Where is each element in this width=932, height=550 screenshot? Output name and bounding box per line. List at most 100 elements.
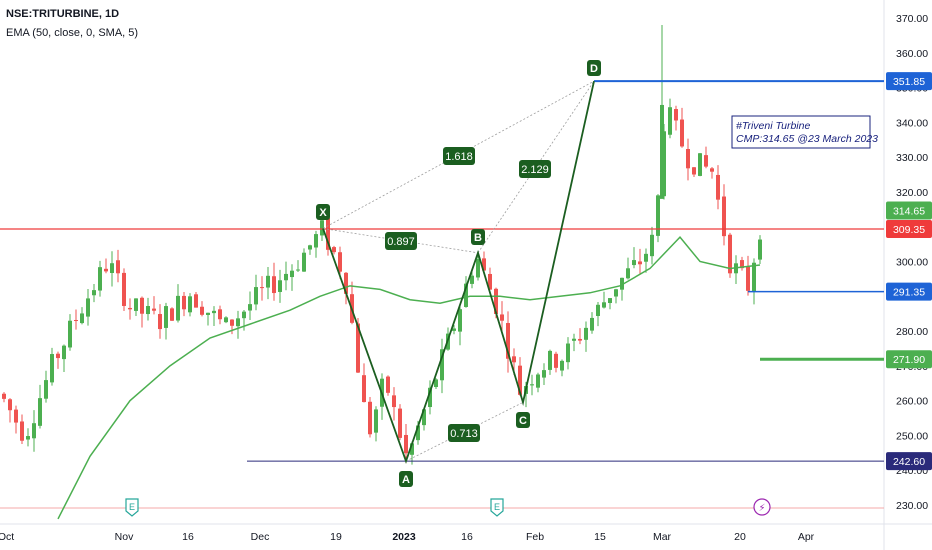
candle-body bbox=[660, 104, 664, 199]
time-tick-label: 16 bbox=[461, 531, 473, 543]
candle-body bbox=[56, 353, 60, 359]
pattern-ratio-badge bbox=[443, 147, 475, 165]
pattern-ratio-badge bbox=[519, 160, 551, 178]
price-label-text: 314.65 bbox=[893, 206, 925, 218]
candle-body bbox=[38, 398, 42, 426]
pattern-point-badge bbox=[316, 204, 330, 220]
candle-body bbox=[2, 393, 6, 399]
pattern-ratio-guide bbox=[477, 80, 595, 254]
candle-body bbox=[542, 370, 546, 378]
candle-body bbox=[500, 314, 504, 321]
price-tick-label: 360.00 bbox=[896, 48, 928, 60]
pattern-ratio-badge bbox=[448, 424, 480, 442]
candle-body bbox=[590, 317, 594, 331]
candle-body bbox=[512, 356, 516, 363]
pattern-ratio-badge bbox=[385, 232, 417, 250]
candle-body bbox=[338, 252, 342, 272]
candle-body bbox=[686, 148, 690, 169]
candle-body bbox=[440, 349, 444, 381]
flash-event-marker bbox=[753, 498, 771, 516]
candle-body bbox=[710, 168, 714, 172]
candle-body bbox=[650, 234, 654, 257]
candle-body bbox=[164, 306, 168, 328]
candle-body bbox=[746, 266, 750, 291]
candle-body bbox=[518, 365, 522, 395]
candle-body bbox=[494, 288, 498, 314]
pattern-ratio-label: 0.713 bbox=[450, 428, 478, 440]
time-tick-label: Mar bbox=[653, 531, 672, 543]
candle-body bbox=[80, 313, 84, 324]
candle-body bbox=[434, 379, 438, 387]
price-tick-label: 260.00 bbox=[896, 396, 928, 408]
candle-body bbox=[230, 319, 234, 326]
pattern-point-label: D bbox=[590, 63, 598, 75]
candle-body bbox=[128, 307, 132, 310]
candle-body bbox=[146, 306, 150, 315]
candle-body bbox=[302, 252, 306, 272]
candle-body bbox=[698, 153, 702, 176]
candle-body bbox=[212, 310, 216, 314]
candle-body bbox=[392, 395, 396, 408]
candle-body bbox=[620, 277, 624, 290]
price-label-badge bbox=[886, 72, 932, 91]
time-tick-label: Feb bbox=[526, 531, 544, 543]
candle-body bbox=[482, 258, 486, 271]
candle-body bbox=[8, 399, 12, 411]
time-tick-label: 2023 bbox=[392, 531, 416, 543]
candle-body bbox=[236, 318, 240, 327]
candle-body bbox=[656, 195, 660, 236]
candle-body bbox=[536, 374, 540, 388]
candle-body bbox=[188, 296, 192, 313]
candle-body bbox=[614, 289, 618, 297]
candle-body bbox=[416, 425, 420, 441]
candle-body bbox=[20, 421, 24, 441]
candle-body bbox=[248, 304, 252, 311]
candle-body bbox=[98, 267, 102, 291]
earnings-marker-label: E bbox=[129, 502, 135, 512]
candle-body bbox=[752, 262, 756, 292]
price-label-badge bbox=[886, 350, 932, 369]
price-tick-label: 370.00 bbox=[896, 13, 928, 25]
candle-body bbox=[584, 327, 588, 340]
price-tick-label: 330.00 bbox=[896, 152, 928, 164]
candle-body bbox=[200, 306, 204, 315]
price-label-text: 309.35 bbox=[893, 224, 925, 236]
time-tick-label: 16 bbox=[182, 531, 194, 543]
candle-body bbox=[272, 276, 276, 294]
price-label-text: 291.35 bbox=[893, 287, 925, 299]
earnings-marker bbox=[125, 498, 139, 517]
candle-body bbox=[470, 275, 474, 284]
candle-body bbox=[134, 298, 138, 311]
annotation-line-2: CMP:314.65 @23 March 2023 bbox=[736, 133, 878, 145]
price-label-text: 351.85 bbox=[893, 76, 925, 88]
price-label-badge bbox=[886, 452, 932, 471]
candle-body bbox=[182, 295, 186, 310]
candle-body bbox=[224, 317, 228, 323]
pattern-point-badge bbox=[399, 471, 413, 487]
candle-body bbox=[530, 384, 534, 386]
candle-body bbox=[278, 280, 282, 292]
candle-body bbox=[404, 434, 408, 454]
candle-body bbox=[50, 354, 54, 383]
price-label-text: 271.90 bbox=[893, 354, 925, 366]
candle-body bbox=[92, 290, 96, 296]
candle-body bbox=[716, 174, 720, 200]
pattern-point-label: B bbox=[474, 232, 482, 244]
candle-body bbox=[254, 287, 258, 305]
candle-body bbox=[602, 302, 606, 308]
candle-body bbox=[644, 253, 648, 262]
candle-body bbox=[242, 311, 246, 319]
candle-body bbox=[428, 387, 432, 408]
time-tick-label: Nov bbox=[115, 531, 134, 543]
pattern-point-label: C bbox=[519, 415, 527, 427]
candle-body bbox=[314, 234, 318, 248]
pattern-point-label: A bbox=[402, 474, 410, 486]
flash-event-icon: ⚡ bbox=[758, 503, 765, 514]
candle-body bbox=[386, 376, 390, 393]
candle-body bbox=[632, 260, 636, 266]
price-label-badge bbox=[886, 201, 932, 220]
earnings-marker-label: E bbox=[494, 502, 500, 512]
candle-body bbox=[104, 268, 108, 272]
candle-body bbox=[506, 323, 510, 359]
